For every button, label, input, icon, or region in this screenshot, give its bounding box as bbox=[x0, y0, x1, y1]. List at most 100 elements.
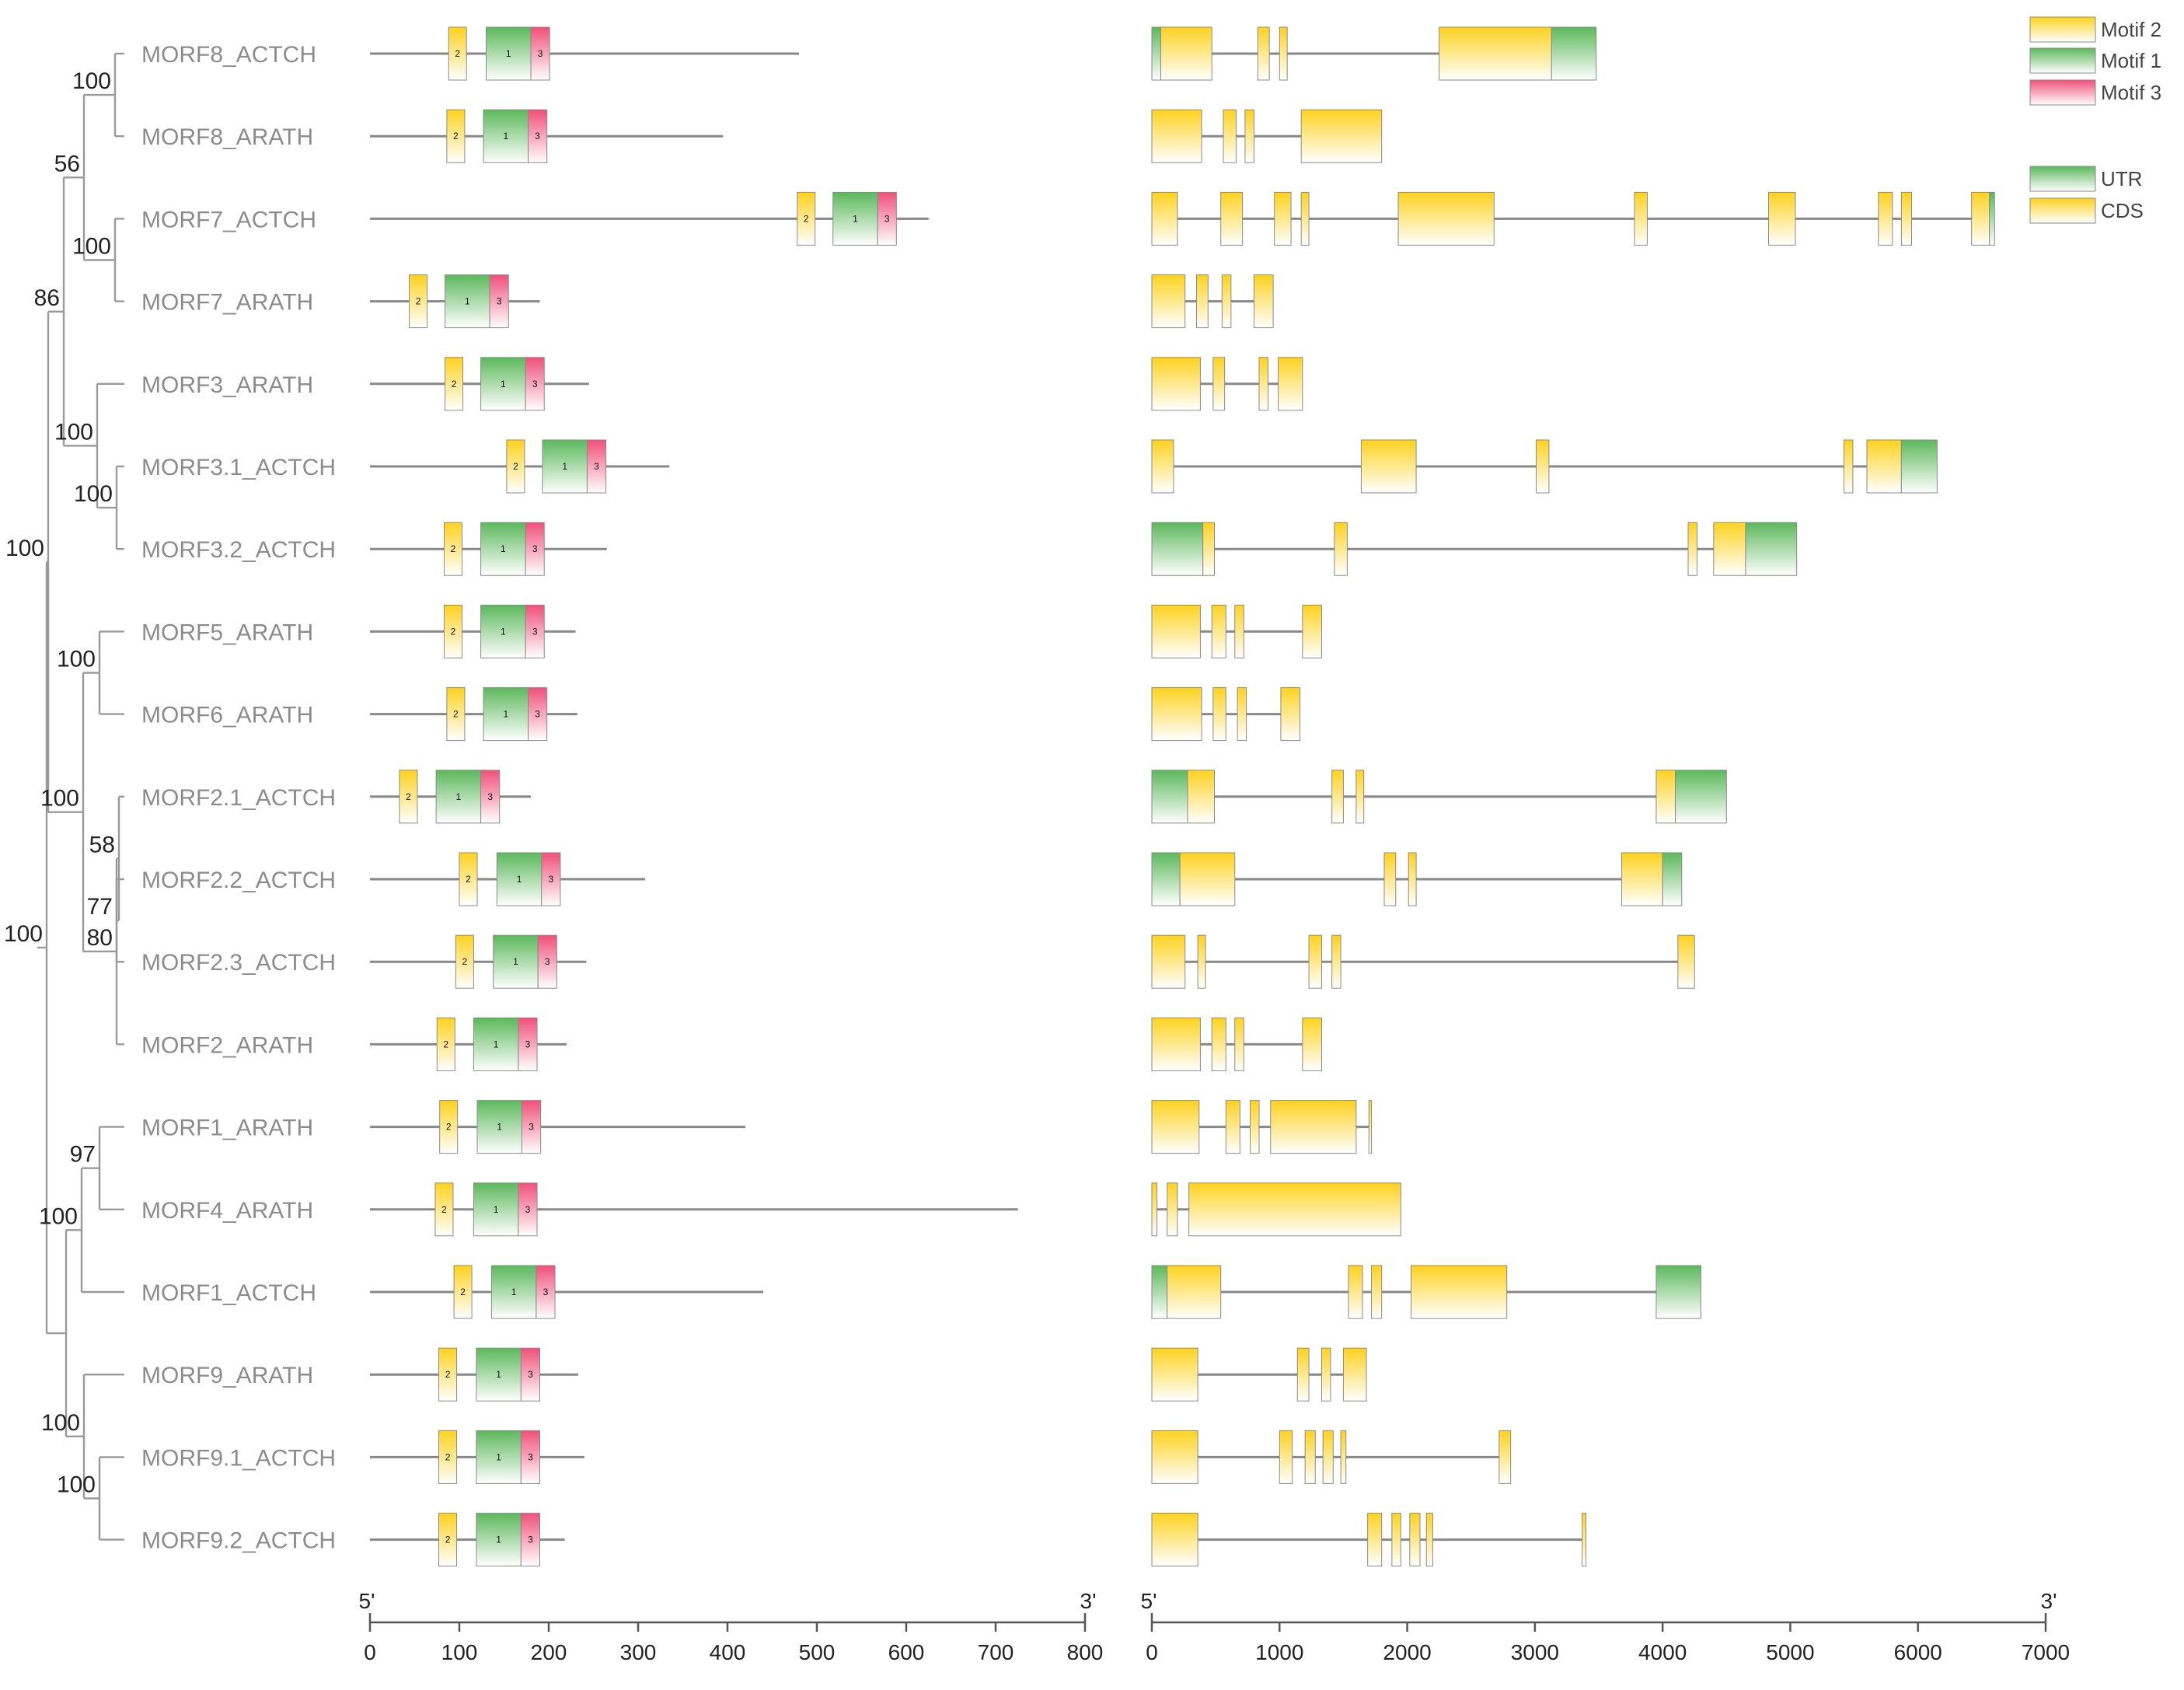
motif-1-box bbox=[473, 1182, 519, 1237]
protein-tick-label: 100 bbox=[441, 1640, 478, 1664]
motif-number: 1 bbox=[503, 131, 508, 141]
motif-1-box bbox=[832, 191, 878, 246]
protein-axis-5prime-label: 5' bbox=[359, 1589, 375, 1613]
cds-box bbox=[1843, 439, 1854, 494]
gene-axis-3prime-label: 3' bbox=[2041, 1589, 2057, 1613]
motif-2-box bbox=[443, 522, 462, 576]
motif-3-box bbox=[525, 604, 545, 658]
motif-number: 1 bbox=[511, 1287, 517, 1297]
cds-box bbox=[1367, 1513, 1383, 1567]
motif-2-box bbox=[453, 1265, 473, 1319]
bootstrap-value: 97 bbox=[70, 1142, 96, 1168]
motif-1-box bbox=[483, 687, 529, 742]
motif-number: 1 bbox=[496, 1535, 501, 1545]
bootstrap-value: 77 bbox=[87, 894, 113, 920]
cds-box bbox=[1244, 109, 1254, 163]
motif-2-box bbox=[438, 1430, 458, 1484]
cds-box bbox=[1355, 770, 1365, 824]
legend: Motif 2 Motif 1 Motif 3 UTR CDS bbox=[2029, 16, 2161, 224]
motif-number: 1 bbox=[501, 379, 506, 389]
cds-box bbox=[1237, 687, 1247, 742]
utr-box bbox=[1900, 439, 1938, 494]
utr-box bbox=[1655, 1265, 1701, 1319]
cds-box bbox=[1151, 191, 1178, 246]
cds-box bbox=[1878, 191, 1893, 246]
cds-box bbox=[1197, 934, 1206, 989]
gene-label: MORF2.1_ACTCH bbox=[141, 785, 336, 811]
utr-box bbox=[1151, 522, 1204, 576]
bootstrap-value: 100 bbox=[57, 647, 96, 672]
gene-label: MORF2.2_ACTCH bbox=[141, 868, 336, 893]
gene-tick-label: 4000 bbox=[1638, 1640, 1687, 1664]
cds-box bbox=[1151, 687, 1202, 742]
cds-box bbox=[1151, 1430, 1198, 1484]
protein-tick-label: 0 bbox=[364, 1640, 376, 1664]
motif-1-box bbox=[486, 26, 532, 81]
gene-label: MORF2_ARATH bbox=[141, 1032, 313, 1058]
motif-1-box bbox=[483, 109, 529, 163]
legend-label-cds: CDS bbox=[2101, 199, 2144, 222]
motif-number: 3 bbox=[525, 1204, 531, 1215]
motif-number: 3 bbox=[594, 461, 599, 472]
cds-box bbox=[1253, 274, 1274, 329]
gene-label: MORF9.2_ACTCH bbox=[141, 1528, 336, 1554]
motif-number: 1 bbox=[501, 626, 506, 637]
motif-number: 3 bbox=[549, 874, 554, 885]
gene-label: MORF8_ARATH bbox=[141, 124, 313, 150]
cds-box bbox=[1279, 26, 1288, 81]
cds-box bbox=[1308, 934, 1322, 989]
cds-box bbox=[1160, 26, 1212, 81]
cds-box bbox=[1196, 274, 1209, 329]
gene-label: MORF4_ARATH bbox=[141, 1198, 313, 1224]
motif-3-box bbox=[525, 522, 545, 576]
motif-number: 3 bbox=[535, 709, 540, 720]
motif-number: 1 bbox=[494, 1204, 499, 1215]
gene-label: MORF2.3_ACTCH bbox=[141, 950, 336, 976]
utr-box bbox=[1151, 770, 1188, 824]
bootstrap-value: 100 bbox=[72, 234, 111, 260]
bootstrap-value: 80 bbox=[87, 925, 113, 951]
cds-box bbox=[1536, 439, 1550, 494]
motif-1-box bbox=[480, 604, 526, 658]
cds-box bbox=[1348, 1265, 1363, 1319]
cds-box bbox=[1151, 274, 1186, 329]
cds-box bbox=[1304, 1430, 1316, 1484]
motif-number: 2 bbox=[804, 213, 809, 224]
gene-label: MORF9.1_ACTCH bbox=[141, 1445, 336, 1471]
motif-number: 2 bbox=[451, 543, 456, 554]
cds-box bbox=[1151, 1017, 1201, 1071]
protein-axis-3prime-label: 3' bbox=[1080, 1589, 1097, 1613]
legend-swatch-motif3 bbox=[2029, 79, 2096, 106]
cds-box bbox=[1321, 1347, 1331, 1402]
cds-box bbox=[1151, 109, 1202, 163]
motif-number: 1 bbox=[503, 709, 508, 720]
motif-3-box bbox=[536, 1265, 556, 1319]
motif-number: 3 bbox=[535, 131, 540, 141]
motif-number: 1 bbox=[497, 1122, 502, 1133]
bootstrap-value: 86 bbox=[34, 285, 60, 311]
cds-box bbox=[1212, 687, 1226, 742]
cds-box bbox=[1340, 1430, 1347, 1484]
cds-box bbox=[1270, 1100, 1357, 1154]
cds-box bbox=[1371, 1265, 1383, 1319]
cds-box bbox=[1187, 770, 1215, 824]
utr-box bbox=[1551, 26, 1597, 81]
motif-3-box bbox=[528, 109, 548, 163]
gene-tick-label: 5000 bbox=[1766, 1640, 1814, 1664]
cds-box bbox=[1151, 439, 1174, 494]
motif-number: 1 bbox=[513, 956, 518, 967]
gene-label: MORF3_ARATH bbox=[141, 372, 313, 398]
motif-number: 1 bbox=[496, 1369, 501, 1380]
cds-box bbox=[1211, 604, 1226, 658]
cds-box bbox=[1257, 26, 1270, 81]
cds-box bbox=[1383, 852, 1397, 906]
motif-number: 2 bbox=[443, 1039, 448, 1049]
cds-box bbox=[1768, 191, 1796, 246]
motif-3-box bbox=[525, 357, 545, 411]
motif-3-box bbox=[541, 852, 561, 906]
motif-3-box bbox=[520, 1430, 540, 1484]
motif-number: 2 bbox=[453, 709, 459, 720]
motif-3-box bbox=[530, 26, 550, 81]
gene-label: MORF5_ARATH bbox=[141, 620, 313, 645]
